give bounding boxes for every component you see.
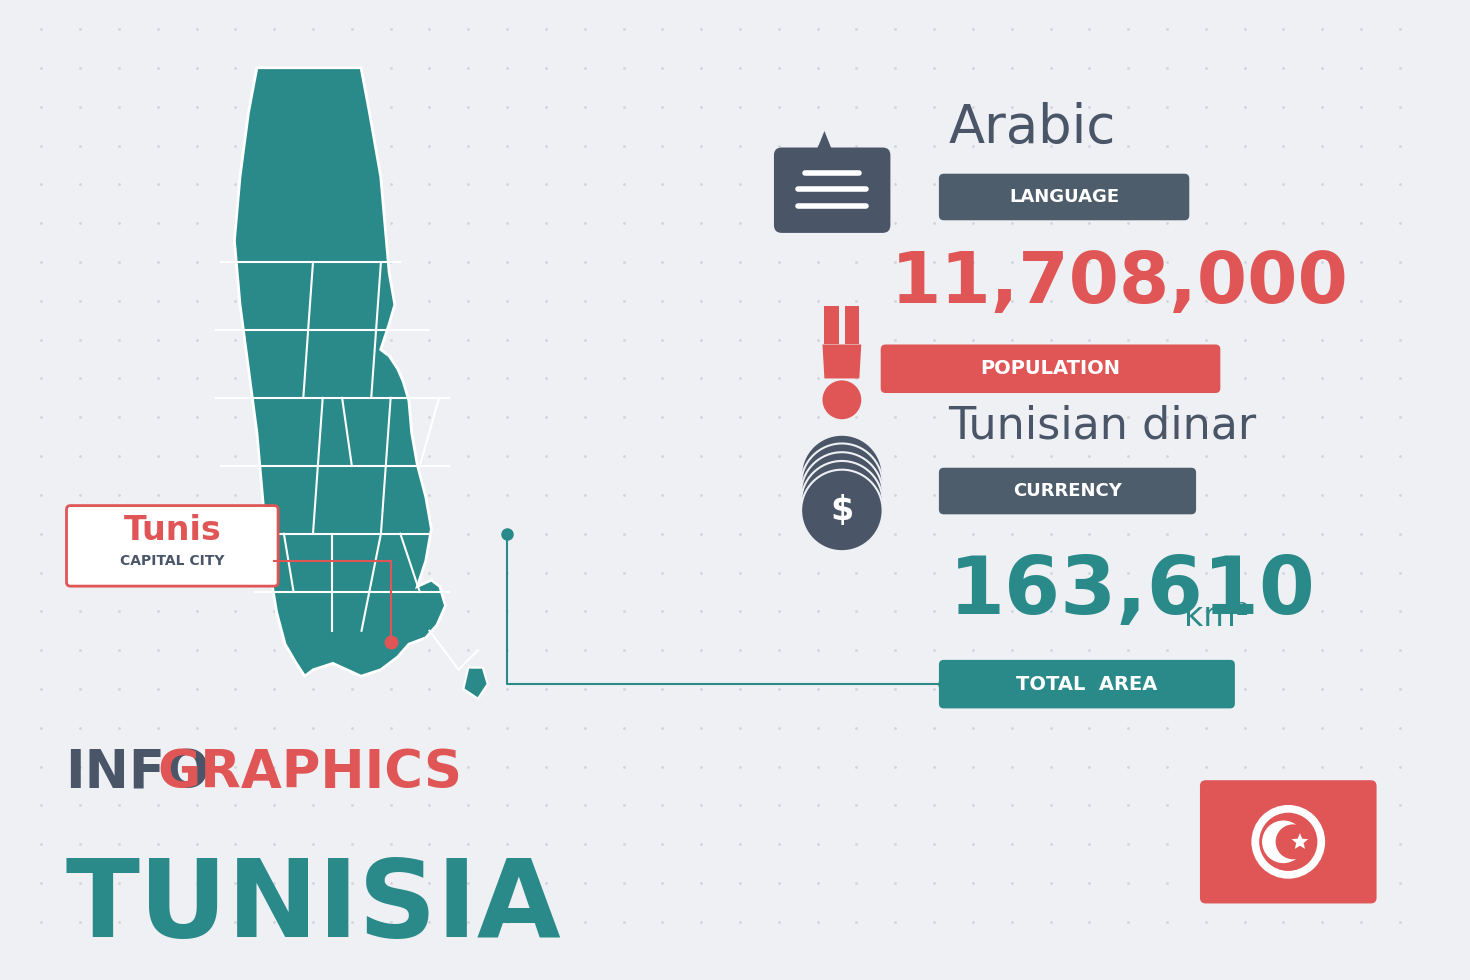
Text: $: $ xyxy=(831,494,854,527)
FancyBboxPatch shape xyxy=(1200,780,1376,904)
Text: LANGUAGE: LANGUAGE xyxy=(1008,188,1119,206)
Text: Tunis: Tunis xyxy=(123,514,220,547)
FancyBboxPatch shape xyxy=(881,345,1220,393)
FancyBboxPatch shape xyxy=(773,148,891,233)
Polygon shape xyxy=(234,68,445,676)
Circle shape xyxy=(801,452,882,534)
Circle shape xyxy=(801,469,882,551)
Text: 163,610: 163,610 xyxy=(948,553,1316,631)
Text: 11,708,000: 11,708,000 xyxy=(891,249,1348,318)
Polygon shape xyxy=(825,306,839,345)
Circle shape xyxy=(1276,824,1311,859)
FancyBboxPatch shape xyxy=(66,506,278,586)
Text: POPULATION: POPULATION xyxy=(980,360,1120,378)
Circle shape xyxy=(801,435,882,516)
Circle shape xyxy=(1251,805,1324,879)
FancyBboxPatch shape xyxy=(939,660,1235,709)
Text: TUNISIA: TUNISIA xyxy=(66,854,562,960)
Circle shape xyxy=(801,461,882,543)
Polygon shape xyxy=(1292,833,1308,849)
Text: Arabic: Arabic xyxy=(948,102,1116,154)
Text: CAPITAL CITY: CAPITAL CITY xyxy=(121,554,225,567)
Circle shape xyxy=(801,444,882,525)
Polygon shape xyxy=(814,131,833,155)
Text: Tunisian dinar: Tunisian dinar xyxy=(948,405,1257,448)
Text: TOTAL  AREA: TOTAL AREA xyxy=(1016,674,1157,694)
Polygon shape xyxy=(463,667,488,699)
FancyBboxPatch shape xyxy=(939,467,1197,514)
Polygon shape xyxy=(823,345,861,378)
Text: km²: km² xyxy=(1185,600,1250,633)
Text: INFO: INFO xyxy=(66,747,210,800)
Text: GRAPHICS: GRAPHICS xyxy=(157,747,463,800)
Polygon shape xyxy=(845,306,860,345)
FancyBboxPatch shape xyxy=(939,173,1189,220)
Circle shape xyxy=(1260,812,1317,871)
Text: CURRENCY: CURRENCY xyxy=(1013,482,1122,500)
Circle shape xyxy=(1263,820,1305,863)
Circle shape xyxy=(823,380,861,419)
